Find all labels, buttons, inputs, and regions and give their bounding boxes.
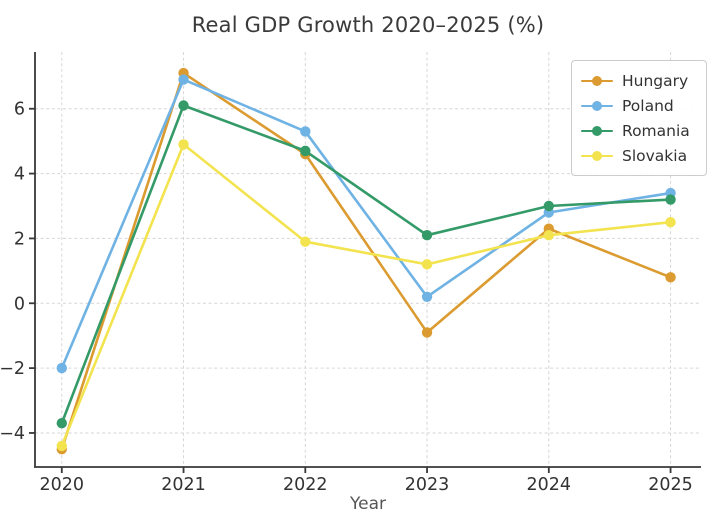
data-point-romania-2021 [178,100,189,111]
data-point-romania-2025 [665,194,676,205]
data-point-romania-2020 [56,418,67,429]
legend-label: Slovakia [622,146,688,165]
data-point-poland-2023 [421,291,433,302]
y-tick-label: 0 [14,294,25,314]
y-tick-label: −2 [0,359,25,379]
chart-title: Real GDP Growth 2020–2025 (%) [191,13,545,37]
y-tick-label: −4 [0,424,25,444]
gdp-growth-line-chart: Real GDP Growth 2020–2025 (%) −4 −2 0 2 4 6 20… [0,13,707,514]
x-axis-label: Year [350,494,386,514]
y-tick-label: 6 [14,100,25,120]
x-tick-label: 2024 [527,475,572,495]
data-point-slovakia-2021 [178,139,189,150]
data-point-romania-2022 [300,145,311,157]
series-line-poland [60,78,672,370]
legend-marker-poland [581,100,613,111]
legend-label: Poland [622,96,674,115]
data-point-poland-2020 [56,362,67,374]
legend-item-poland: Poland [581,93,696,118]
data-point-poland-2021 [178,74,189,85]
legend-item-slovakia: Slovakia [581,143,696,168]
legend: Hungary Poland Romania Slovakia [571,60,707,176]
data-point-slovakia-2022 [300,236,311,247]
x-tick-label: 2023 [405,475,450,495]
legend-marker-slovakia [581,150,613,161]
data-point-slovakia-2025 [665,217,676,228]
legend-marker-hungary [581,75,613,86]
data-point-poland-2022 [300,126,311,137]
x-tick-label: 2022 [283,475,328,495]
series-line-hungary [60,71,672,451]
x-tick-label: 2025 [648,475,693,495]
x-tick-label: 2020 [40,475,85,495]
y-tick-label: 4 [14,165,25,185]
y-tick-label: 2 [14,229,25,249]
data-point-slovakia-2024 [543,229,555,241]
data-point-slovakia-2020 [56,440,67,452]
legend-label: Romania [622,121,690,140]
legend-label: Hungary [622,71,689,90]
data-point-hungary-2025 [665,272,676,283]
legend-item-romania: Romania [581,118,696,143]
data-point-slovakia-2023 [421,259,433,270]
series-line-romania [60,104,672,425]
legend-item-hungary: Hungary [581,68,696,93]
x-tick-label: 2021 [161,475,206,495]
legend-marker-romania [581,125,613,136]
data-point-romania-2023 [421,229,433,241]
series-line-slovakia [60,143,672,448]
data-point-hungary-2023 [421,327,433,338]
data-point-romania-2024 [543,200,555,212]
